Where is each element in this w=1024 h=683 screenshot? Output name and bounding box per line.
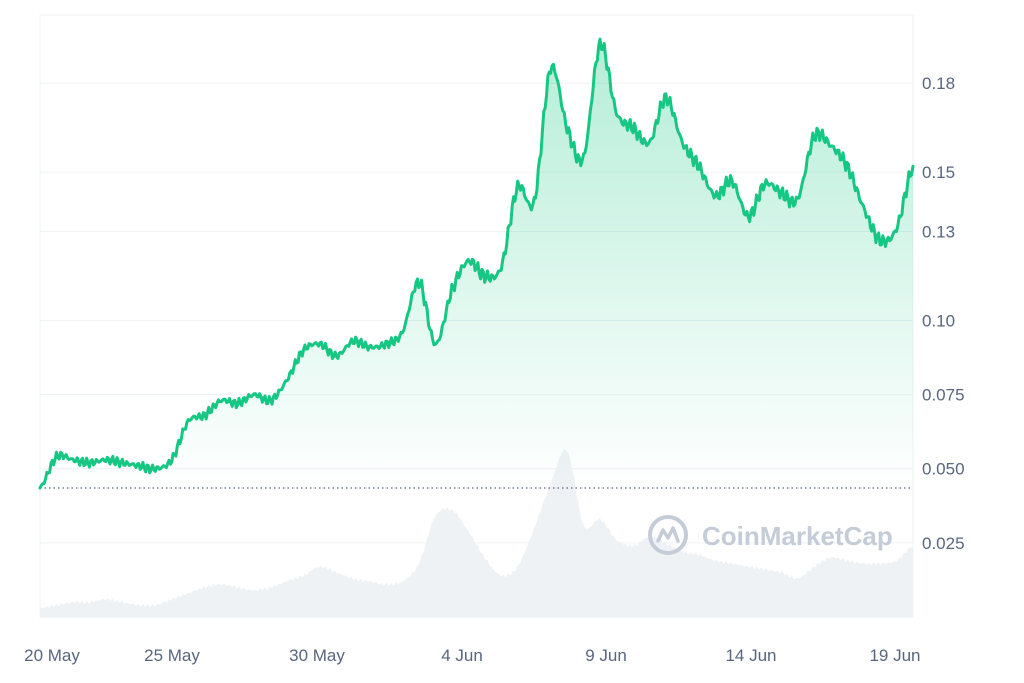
x-tick-label: 20 May [24,646,80,665]
volume-layer [40,448,913,617]
price-line [38,37,915,490]
y-tick-label: 0.13 [922,222,955,241]
y-tick-label: 0.025 [922,534,965,553]
y-axis-ticks: 0.025 0.050 0.075 0.10 0.13 0.15 0.18 [922,74,965,553]
y-tick-label: 0.18 [922,74,955,93]
volume-area [40,448,913,617]
x-tick-label: 9 Jun [585,646,627,665]
coinmarketcap-logo-icon [648,515,688,555]
x-tick-label: 25 May [144,646,200,665]
y-tick-label: 0.050 [922,460,965,479]
y-tick-label: 0.10 [922,311,955,330]
x-tick-label: 19 Jun [869,646,920,665]
x-tick-label: 14 Jun [725,646,776,665]
x-axis-ticks: 20 May 25 May 30 May 4 Jun 9 Jun 14 Jun 19 Jun [24,646,920,665]
price-area-fill [40,39,913,488]
x-tick-label: 4 Jun [441,646,483,665]
y-tick-label: 0.075 [922,386,965,405]
coinmarketcap-logo-mark [656,526,680,543]
watermark: CoinMarketCap [648,515,893,555]
x-tick-label: 30 May [289,646,345,665]
line-layer [38,37,915,490]
y-tick-label: 0.15 [922,163,955,182]
area-layer [40,39,913,488]
watermark-text: CoinMarketCap [702,521,893,551]
